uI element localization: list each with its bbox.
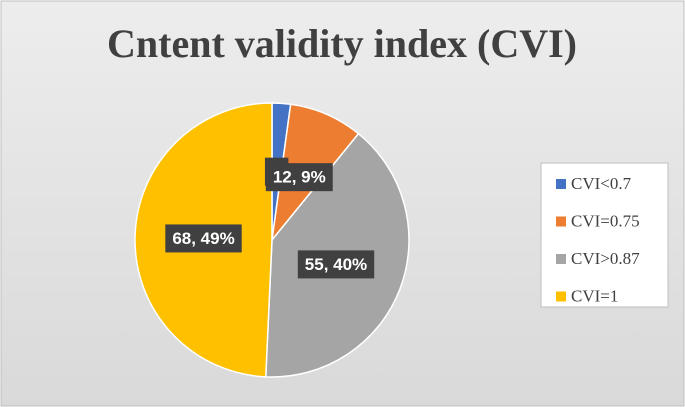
data-label: 68, 49% [172, 229, 234, 248]
data-label: 55, 40% [305, 255, 367, 274]
data-label: 12, 9% [273, 168, 326, 187]
data-label-box [265, 163, 333, 192]
data-label-box [165, 224, 242, 253]
chart-title: Cntent validity index (CVI) [107, 21, 577, 66]
legend-swatch [556, 179, 566, 189]
legend-swatch [556, 216, 566, 227]
legend: CVI<0.7 CVI=0.75 CVI>0.87 CVI=1 [556, 174, 640, 305]
pie [134, 102, 410, 378]
data-labels: 312, 9%55, 40%68, 49% [165, 157, 375, 279]
legend-swatch [556, 254, 566, 264]
data-label-box [297, 250, 375, 279]
legend-swatch [556, 291, 566, 302]
legend-label: CVI>0.87 [571, 249, 640, 268]
legend-label: CVI=0.75 [571, 211, 640, 230]
legend-label: CVI=1 [571, 286, 618, 305]
legend-label: CVI<0.7 [571, 174, 632, 193]
